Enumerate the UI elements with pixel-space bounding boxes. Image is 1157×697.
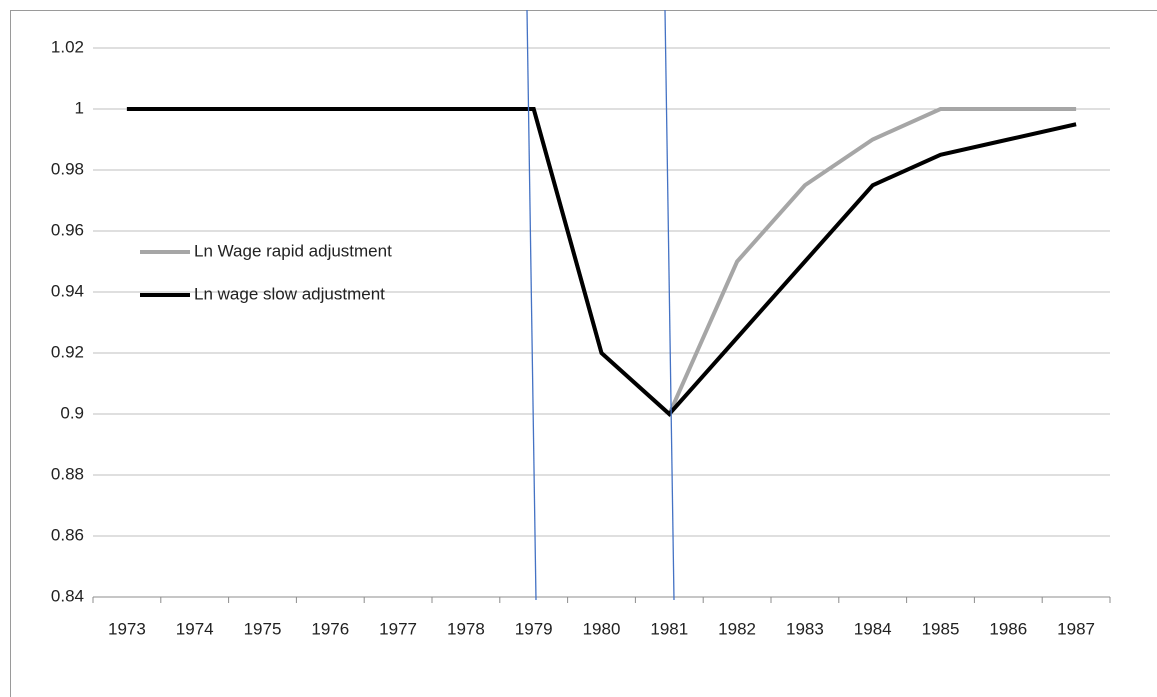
series-line [126, 107, 1077, 418]
x-tick-label: 1977 [379, 619, 417, 638]
legend-label: Ln Wage rapid adjustment [194, 241, 392, 260]
marker-line [664, 9, 675, 601]
x-tick-label: 1985 [922, 619, 960, 638]
x-tick-label: 1979 [515, 619, 553, 638]
x-tick-label: 1976 [311, 619, 349, 638]
y-tick-label: 0.92 [51, 342, 84, 361]
y-tick-label: 0.86 [51, 525, 84, 544]
y-tick-label: 0.96 [51, 220, 84, 239]
y-tick-label: 0.9 [60, 403, 84, 422]
y-tick-label: 0.84 [51, 586, 84, 605]
x-tick-label: 1983 [786, 619, 824, 638]
plot: 0.84 0.86 0.88 0.9 0.92 0.94 0.96 0.98 1 1.02 1973… [51, 37, 1111, 638]
x-tick-label: 1986 [989, 619, 1027, 638]
x-tick-label: 1975 [244, 619, 282, 638]
x-tick-label: 1980 [583, 619, 621, 638]
marker-line [526, 9, 537, 601]
y-tick-label: 0.94 [51, 281, 84, 300]
x-tick-label: 1973 [108, 619, 146, 638]
x-tick-label: 1984 [854, 619, 892, 638]
frame [10, 10, 1157, 697]
x-tick-label: 1987 [1057, 619, 1095, 638]
y-tick-label: 0.98 [51, 159, 84, 178]
y-tick-label: 1 [75, 98, 84, 117]
x-tick-label: 1974 [176, 619, 214, 638]
y-tick-label: 1.02 [51, 37, 84, 56]
x-tick-label: 1981 [650, 619, 688, 638]
legend-label: Ln wage slow adjustment [194, 284, 385, 303]
y-tick-label: 0.88 [51, 464, 84, 483]
x-tick-label: 1982 [718, 619, 756, 638]
x-tick-label: 1978 [447, 619, 485, 638]
series-line [126, 107, 1077, 417]
